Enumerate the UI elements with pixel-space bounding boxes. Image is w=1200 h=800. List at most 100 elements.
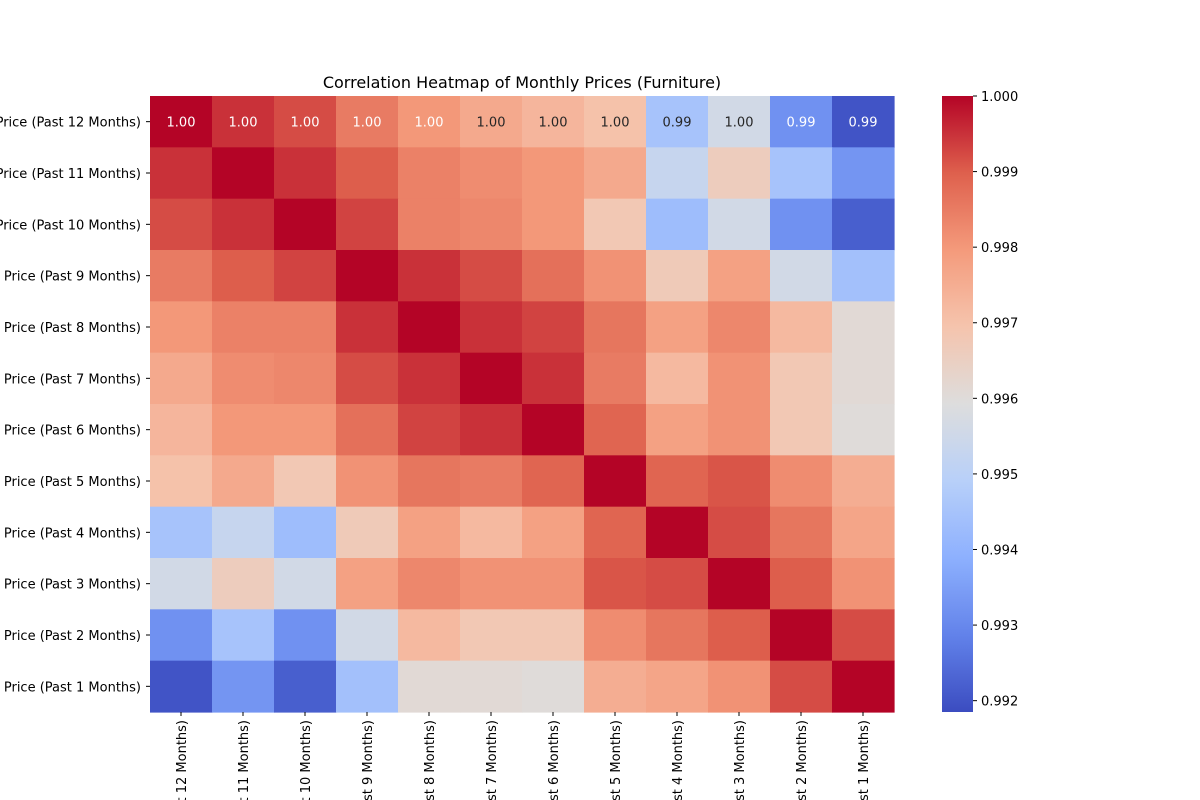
heatmap-cell	[646, 301, 709, 354]
colorbar-tick-label: 0.993	[981, 619, 1018, 634]
heatmap-cell	[832, 250, 895, 302]
heatmap-cell	[460, 96, 523, 148]
colorbar-gradient	[942, 96, 973, 712]
heatmap-cell	[398, 506, 461, 559]
x-tick-label: Price (Past 3 Months)	[733, 720, 748, 800]
y-axis-tick-labels: Price (Past 12 Months) Price (Past 11 Mon…	[0, 116, 150, 695]
cell-annotation: 1.00	[415, 116, 444, 131]
heatmap-cell	[584, 609, 647, 662]
heatmap-cell	[274, 250, 337, 302]
heatmap-cell	[832, 455, 895, 508]
heatmap-cell	[646, 660, 709, 713]
heatmap-cell	[708, 660, 771, 713]
y-tick-label: Price (Past 8 Months)	[4, 321, 141, 336]
heatmap-cell	[584, 506, 647, 559]
heatmap-cell	[522, 250, 585, 302]
x-tick-label: Price (Past 4 Months)	[671, 720, 686, 800]
heatmap-cell	[460, 352, 523, 405]
heatmap-cell	[398, 609, 461, 662]
heatmap-cell	[336, 352, 399, 405]
heatmap-cell	[398, 455, 461, 508]
heatmap-cell	[522, 147, 585, 200]
heatmap-cell	[646, 609, 709, 662]
y-tick-label: Price (Past 10 Months)	[0, 218, 141, 233]
cell-annotation: 1.00	[539, 116, 568, 131]
heatmap-cell	[770, 455, 833, 508]
heatmap-cell	[832, 301, 895, 354]
cell-annotation: 1.00	[353, 116, 382, 131]
heatmap-cell	[832, 96, 895, 148]
heatmap-cell	[708, 455, 771, 508]
heatmap-cell	[522, 558, 585, 610]
colorbar-tick-label: 0.996	[981, 392, 1018, 407]
heatmap-cell	[522, 506, 585, 559]
heatmap-cell	[460, 558, 523, 610]
heatmap-cell	[522, 352, 585, 405]
heatmap-cell	[770, 352, 833, 405]
heatmap-cell	[150, 250, 213, 302]
heatmap-cell	[336, 609, 399, 662]
heatmap-cell	[584, 404, 647, 456]
x-tick-label: Price (Past 8 Months)	[423, 720, 438, 800]
heatmap-cell	[708, 96, 771, 148]
heatmap-cell	[212, 609, 275, 662]
heatmap-cell	[398, 250, 461, 302]
heatmap-cell	[336, 147, 399, 200]
heatmap-cell	[584, 147, 647, 200]
x-tick-label: Price (Past 1 Months)	[857, 720, 872, 800]
heatmap-cell	[584, 250, 647, 302]
heatmap-cell	[522, 198, 585, 251]
heatmap-cell	[770, 250, 833, 302]
heatmap-cell	[770, 558, 833, 610]
heatmap-cell	[274, 660, 337, 713]
heatmap-cell	[150, 506, 213, 559]
heatmap-cell	[212, 250, 275, 302]
y-tick-label: Price (Past 2 Months)	[4, 629, 141, 644]
heatmap-cell	[274, 198, 337, 251]
heatmap-cell	[150, 352, 213, 405]
heatmap-cell	[646, 506, 709, 559]
colorbar-tick-label: 0.994	[981, 543, 1018, 558]
heatmap-cell	[832, 147, 895, 200]
y-tick-label: Price (Past 1 Months)	[4, 680, 141, 695]
heatmap-cell	[274, 404, 337, 456]
heatmap-cell	[708, 609, 771, 662]
colorbar-tick-label: 0.992	[981, 695, 1018, 710]
y-tick-label: Price (Past 6 Months)	[4, 424, 141, 439]
heatmap-cell	[708, 404, 771, 456]
heatmap-cell	[150, 660, 213, 713]
heatmap-cell	[150, 609, 213, 662]
colorbar-tick-label: 0.999	[981, 166, 1018, 181]
heatmap-cell	[212, 198, 275, 251]
heatmap-cell	[398, 198, 461, 251]
cell-annotation: 0.99	[663, 116, 692, 131]
y-tick-label: Price (Past 7 Months)	[4, 372, 141, 387]
heatmap-cell	[212, 96, 275, 148]
heatmap-cell	[274, 506, 337, 559]
heatmap-cell	[336, 558, 399, 610]
heatmap-cell	[150, 301, 213, 354]
heatmap-cell	[646, 455, 709, 508]
heatmap-cell	[274, 455, 337, 508]
heatmap-cell	[336, 198, 399, 251]
heatmap-cell	[212, 455, 275, 508]
heatmap-cell	[646, 404, 709, 456]
colorbar: 1.000 0.999 0.998 0.997 0.996 0.995 0.994 0.993…	[942, 90, 1018, 712]
x-tick-label: Price (Past 2 Months)	[795, 720, 810, 800]
heatmap-cell	[646, 352, 709, 405]
heatmap-cell	[646, 250, 709, 302]
heatmap-annotations: 1.00 1.00 1.00 1.00 1.00 1.00 1.00 1.00 0.99 1.00…	[167, 116, 878, 131]
heatmap-cell	[150, 147, 213, 200]
cell-annotation: 1.00	[291, 116, 320, 131]
heatmap-cell	[584, 301, 647, 354]
heatmap-cell	[708, 250, 771, 302]
heatmap-cell	[336, 404, 399, 456]
heatmap-cell	[398, 660, 461, 713]
heatmap-cell	[460, 455, 523, 508]
heatmap-cell	[336, 506, 399, 559]
heatmap-cell	[646, 147, 709, 200]
heatmap-cell	[398, 301, 461, 354]
heatmap-cell	[522, 301, 585, 354]
heatmap-cell	[150, 455, 213, 508]
